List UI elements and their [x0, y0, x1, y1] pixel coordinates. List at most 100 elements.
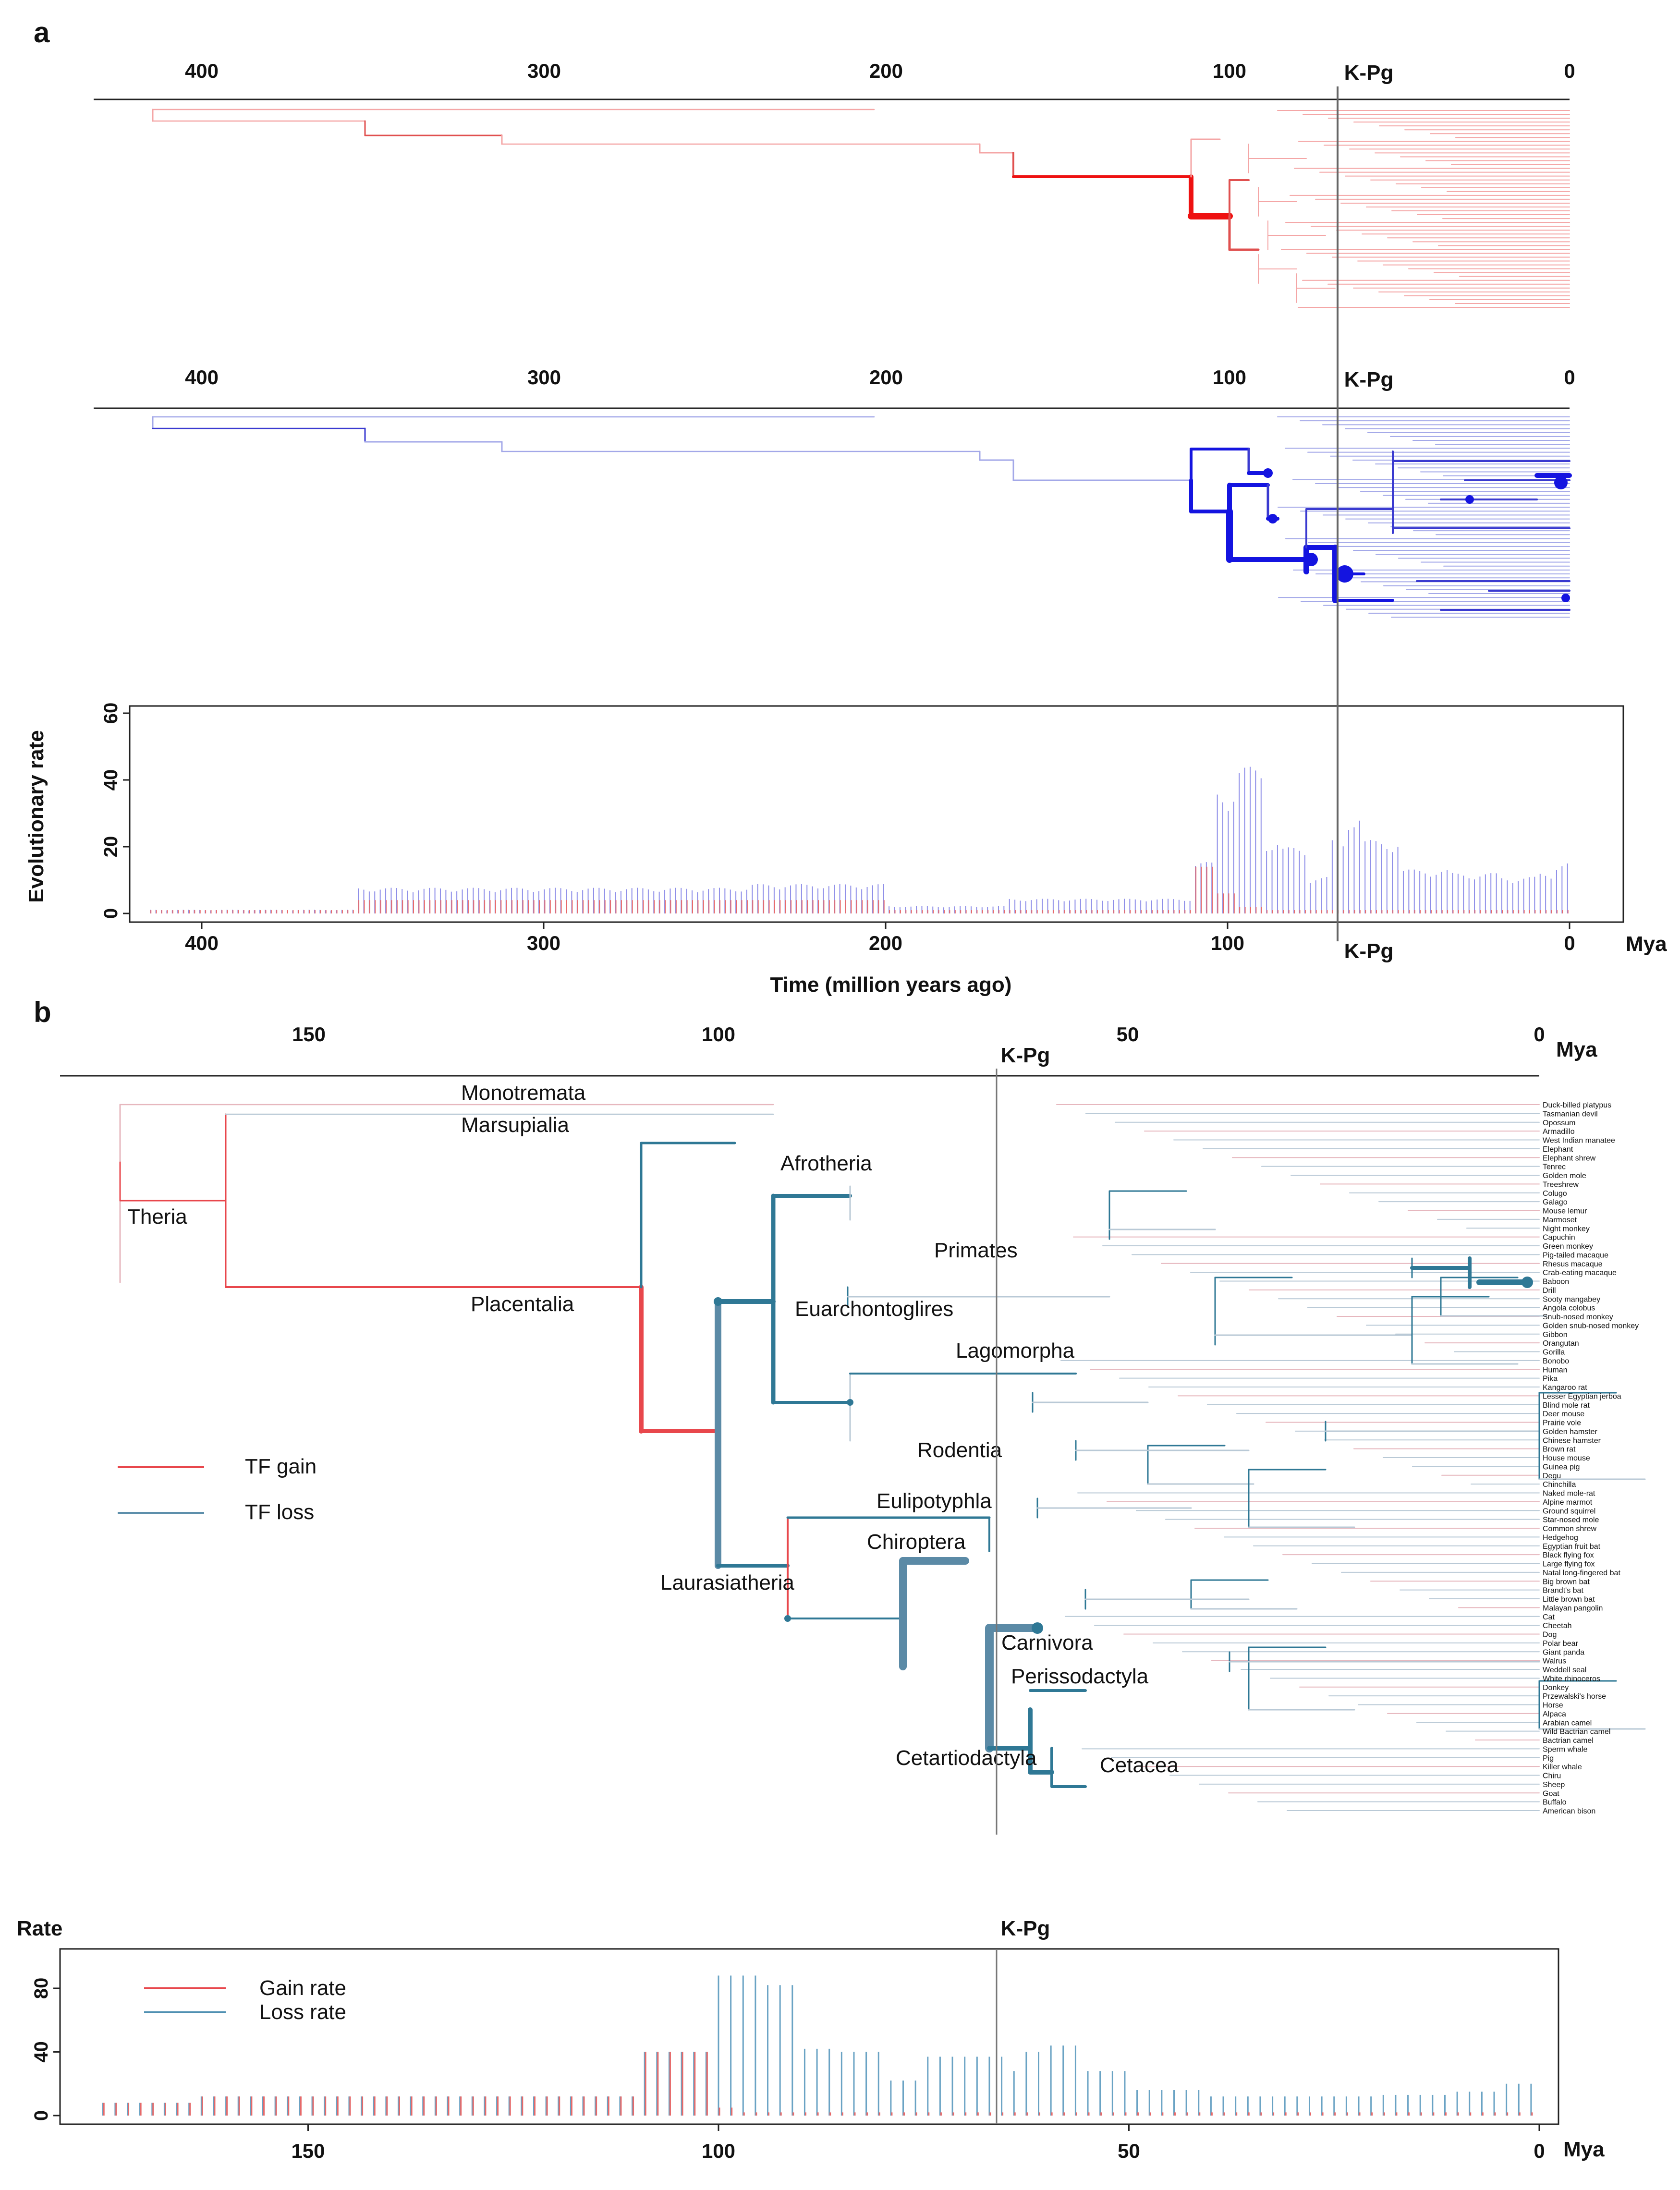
panel-b-legend: TF gain TF loss	[118, 1455, 317, 1524]
y-tick-label: 40	[100, 769, 122, 791]
kpg-label: K-Pg	[1001, 1044, 1050, 1067]
species-label: Tasmanian devil	[1543, 1110, 1598, 1118]
species-label: Armadillo	[1543, 1128, 1575, 1136]
species-label: Deer mouse	[1543, 1410, 1584, 1418]
x-tick-label: 0	[1564, 932, 1575, 954]
species-label: Brown rat	[1543, 1446, 1576, 1454]
species-label: American bison	[1543, 1807, 1595, 1815]
panel-a-loss-tree	[152, 416, 1572, 618]
axis-tick-label: 200	[869, 60, 903, 82]
species-label: Brandt's bat	[1543, 1587, 1583, 1595]
species-label: Galago	[1543, 1198, 1568, 1206]
species-label: Wild Bactrian camel	[1543, 1728, 1610, 1736]
species-label: Little brown bat	[1543, 1595, 1595, 1604]
species-label: Sperm whale	[1543, 1745, 1587, 1753]
panel-b-rate-plot: Rate K-Pg Gain rate Loss rate Mya 0 40 80 1…	[17, 1917, 1605, 2162]
kpg-label: K-Pg	[1001, 1917, 1050, 1940]
legend-gain-label: TF gain	[245, 1455, 317, 1478]
clade-label: Theria	[127, 1205, 187, 1229]
legend-loss-rate: Loss rate	[259, 2000, 346, 2024]
axis-tick-label: 0	[1564, 366, 1575, 389]
clade-label: Cetartiodactyla	[896, 1746, 1037, 1770]
axis-tick-label: 100	[1213, 366, 1246, 389]
x-tick-label: 300	[527, 932, 560, 954]
axis-tick-label: 400	[185, 366, 219, 389]
legend-gain-rate: Gain rate	[259, 1976, 346, 2000]
species-label: Natal long-fingered bat	[1543, 1569, 1620, 1577]
panel-b-top-axis: 150 100 50 0 K-Pg Mya	[60, 1023, 1597, 1077]
species-label: Degu	[1543, 1472, 1561, 1480]
axis-tick-label: 100	[702, 1023, 735, 1046]
x-tick-label: 100	[702, 2140, 735, 2162]
panel-a-tree1-axis: 400 300 200 100 0 K-Pg	[94, 60, 1575, 100]
species-label: Sooty mangabey	[1543, 1295, 1600, 1303]
species-label: Prairie vole	[1543, 1419, 1581, 1427]
species-label: Egyptian fruit bat	[1543, 1543, 1601, 1551]
axis-tick-label: 300	[527, 60, 561, 82]
species-label: Gorilla	[1543, 1349, 1565, 1357]
species-label: White rhinoceros	[1543, 1675, 1600, 1683]
mya-label: Mya	[1556, 1038, 1597, 1061]
tree-node	[1304, 553, 1318, 566]
species-label: House mouse	[1543, 1454, 1590, 1462]
y-tick-label: 0	[100, 908, 122, 919]
species-label: Pig	[1543, 1754, 1554, 1763]
clade-label: Euarchontoglires	[795, 1297, 953, 1321]
species-label: Alpine marmot	[1543, 1498, 1593, 1507]
panel-a-rate-plot: Evolutionary rate Time (million years ag…	[24, 703, 1667, 997]
species-label: Large flying fox	[1543, 1560, 1595, 1569]
x-tick-label: 0	[1534, 2140, 1545, 2162]
tree-node	[1263, 468, 1273, 478]
species-label: Treeshrew	[1543, 1180, 1579, 1189]
species-label: Baboon	[1543, 1278, 1569, 1286]
tree-node	[1268, 514, 1278, 523]
species-label: Human	[1543, 1366, 1568, 1374]
species-label: West Indian manatee	[1543, 1137, 1615, 1145]
tree-node	[1465, 495, 1474, 504]
species-label: Colugo	[1543, 1190, 1567, 1198]
species-label: Malayan pangolin	[1543, 1604, 1603, 1612]
tree-node	[847, 1399, 853, 1406]
species-label: Horse	[1543, 1702, 1563, 1710]
species-label: Gibbon	[1543, 1331, 1568, 1339]
clade-label: Afrotheria	[780, 1152, 872, 1175]
species-label: Cheetah	[1543, 1622, 1572, 1630]
species-label: Ground squirrel	[1543, 1507, 1595, 1515]
species-label: Elephant shrew	[1543, 1154, 1596, 1162]
species-label: Snub-nosed monkey	[1543, 1313, 1613, 1321]
species-label: Lesser Egyptian jerboa	[1543, 1392, 1621, 1400]
species-label: Tenrec	[1543, 1163, 1566, 1171]
mya-label: Mya	[1626, 932, 1667, 956]
species-label: Donkey	[1543, 1684, 1569, 1692]
species-label: Big brown bat	[1543, 1578, 1590, 1586]
x-tick-label: 200	[869, 932, 902, 954]
axis-tick-label: 200	[869, 366, 903, 389]
clade-label: Marsupialia	[461, 1113, 570, 1137]
x-tick-label: 150	[291, 2140, 325, 2162]
axis-tick-label: 400	[185, 60, 219, 82]
species-label: Black flying fox	[1543, 1551, 1594, 1559]
species-label: Weddell seal	[1543, 1666, 1586, 1674]
species-label: Chiru	[1543, 1772, 1561, 1780]
species-label: Blind mole rat	[1543, 1401, 1590, 1410]
clade-label: Primates	[934, 1239, 1018, 1262]
x-tick-label: 100	[1211, 932, 1244, 954]
axis-tick-label: 50	[1117, 1023, 1139, 1046]
axis-tick-label: 100	[1213, 60, 1246, 82]
y-tick-label: 0	[31, 2110, 52, 2121]
tree-node	[1554, 476, 1568, 489]
axis-tick-label: 0	[1534, 1023, 1545, 1046]
species-label: Naked mole-rat	[1543, 1490, 1595, 1498]
clade-label: Lagomorpha	[956, 1339, 1075, 1363]
species-label: Kangaroo rat	[1543, 1384, 1587, 1392]
species-label: Capuchin	[1543, 1234, 1575, 1242]
clade-label: Placentalia	[471, 1292, 574, 1316]
panel-a-tree2-axis: 400 300 200 100 0 K-Pg	[94, 366, 1575, 409]
species-label: Golden snub-nosed monkey	[1543, 1322, 1639, 1330]
clade-label: Chiroptera	[867, 1530, 966, 1554]
tree-node	[1561, 594, 1570, 602]
species-label: Alpaca	[1543, 1710, 1566, 1718]
species-label: Goat	[1543, 1789, 1559, 1798]
